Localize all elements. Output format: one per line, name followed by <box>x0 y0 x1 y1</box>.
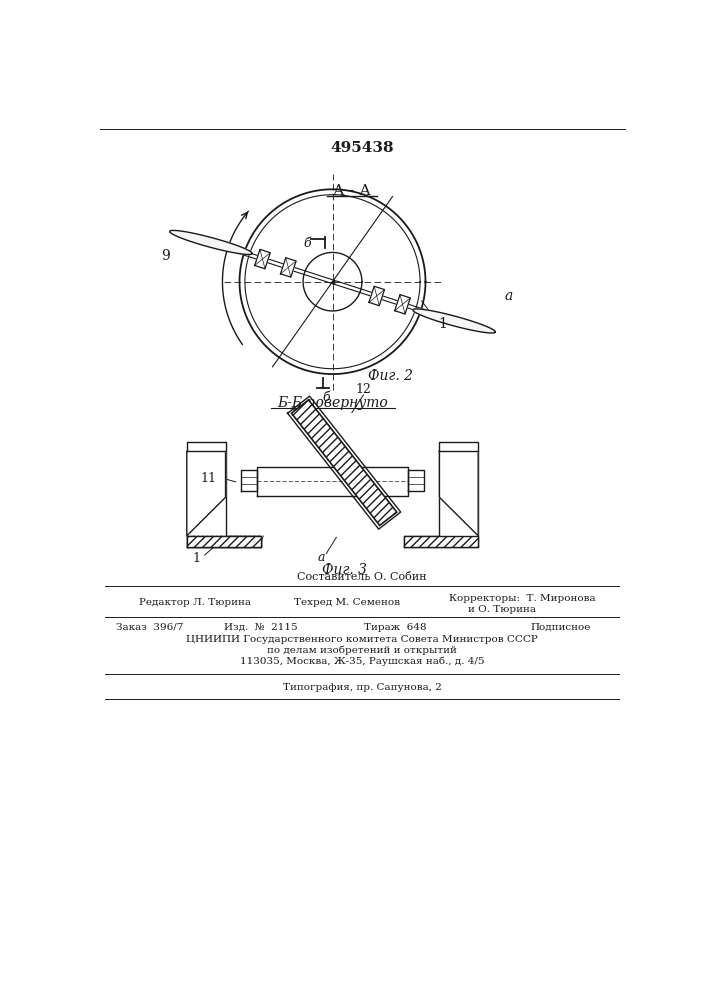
Polygon shape <box>255 249 270 269</box>
Polygon shape <box>187 451 226 536</box>
Polygon shape <box>440 442 478 451</box>
Polygon shape <box>291 400 397 525</box>
Text: Корректоры:  Т. Миронова: Корректоры: Т. Миронова <box>449 594 595 603</box>
Polygon shape <box>369 286 385 306</box>
Polygon shape <box>404 451 478 547</box>
Text: 10: 10 <box>290 406 305 419</box>
Text: Изд.  №  2115: Изд. № 2115 <box>224 623 298 632</box>
Polygon shape <box>187 451 261 547</box>
Text: Фиг. 3: Фиг. 3 <box>322 563 367 577</box>
Text: Заказ  396/7: Заказ 396/7 <box>115 623 183 632</box>
Polygon shape <box>395 295 410 314</box>
Polygon shape <box>413 309 496 333</box>
Text: 9: 9 <box>161 249 170 263</box>
Text: 1: 1 <box>438 317 447 331</box>
Text: по делам изобретений и открытий: по делам изобретений и открытий <box>267 646 457 655</box>
Text: ЦНИИПИ Государственного комитета Совета Министров СССР: ЦНИИПИ Государственного комитета Совета … <box>186 635 538 644</box>
Text: Фиг. 2: Фиг. 2 <box>368 369 413 383</box>
Text: Тираж  648: Тираж 648 <box>363 623 426 632</box>
Text: 11: 11 <box>201 472 216 485</box>
Text: Б-Б повернуто: Б-Б повернуто <box>277 396 388 410</box>
Polygon shape <box>257 466 409 496</box>
Text: Техред М. Семенов: Техред М. Семенов <box>293 598 399 607</box>
Polygon shape <box>241 470 257 491</box>
Text: 495438: 495438 <box>330 141 394 155</box>
Polygon shape <box>170 230 252 254</box>
Text: Типография, пр. Сапунова, 2: Типография, пр. Сапунова, 2 <box>283 683 441 692</box>
Text: б: б <box>322 391 330 404</box>
Polygon shape <box>281 258 296 277</box>
Text: 1: 1 <box>193 552 201 565</box>
Text: 113035, Москва, Ж-35, Раушская наб., д. 4/5: 113035, Москва, Ж-35, Раушская наб., д. … <box>240 657 484 666</box>
Text: Подписное: Подписное <box>530 623 590 632</box>
Text: 12: 12 <box>356 383 371 396</box>
Polygon shape <box>187 442 226 451</box>
Text: а: а <box>317 551 325 564</box>
Text: Составитель О. Собин: Составитель О. Собин <box>297 572 427 582</box>
Polygon shape <box>187 536 261 547</box>
Polygon shape <box>404 536 478 547</box>
Text: и О. Тюрина: и О. Тюрина <box>468 605 536 614</box>
Text: б: б <box>304 237 312 250</box>
Polygon shape <box>440 451 478 536</box>
Text: А - А: А - А <box>333 184 370 198</box>
Text: Редактор Л. Тюрина: Редактор Л. Тюрина <box>139 598 251 607</box>
Text: а: а <box>504 289 513 303</box>
Polygon shape <box>187 536 261 547</box>
Polygon shape <box>409 470 424 491</box>
